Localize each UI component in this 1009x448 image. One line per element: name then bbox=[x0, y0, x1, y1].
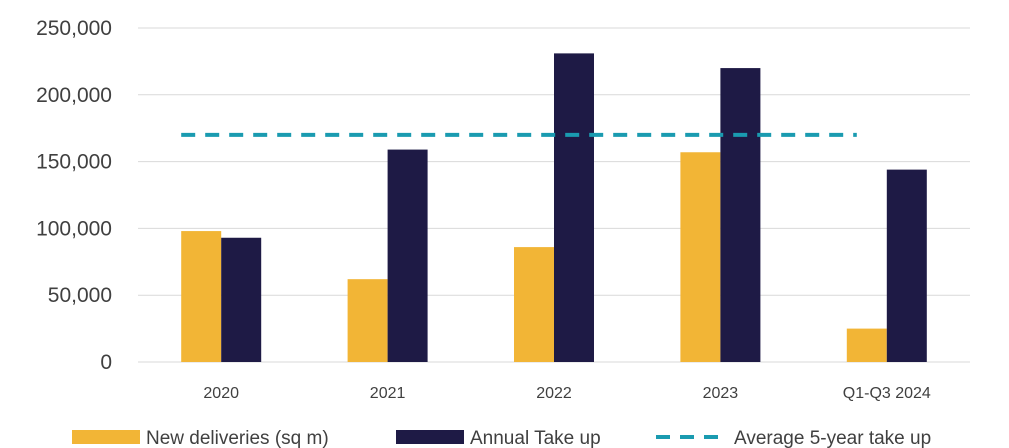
legend-label-annual-take-up: Annual Take up bbox=[470, 428, 601, 448]
y-tick-label: 50,000 bbox=[48, 284, 112, 307]
x-tick-label: 2020 bbox=[203, 385, 239, 402]
bar-new-deliveries bbox=[181, 231, 222, 362]
legend-label-average-take-up: Average 5-year take up bbox=[734, 428, 931, 448]
bar-annual-take-up bbox=[554, 53, 594, 362]
legend-label-new-deliveries: New deliveries (sq m) bbox=[146, 428, 329, 448]
bar-new-deliveries bbox=[846, 328, 887, 362]
bar-new-deliveries bbox=[347, 279, 388, 362]
x-tick-label: 2022 bbox=[536, 385, 572, 402]
bar-new-deliveries bbox=[680, 152, 721, 362]
legend-swatch-new-deliveries bbox=[72, 430, 140, 444]
bar-annual-take-up bbox=[221, 237, 262, 362]
bars bbox=[181, 53, 927, 362]
bar-annual-take-up bbox=[886, 169, 927, 362]
x-tick-label: Q1-Q3 2024 bbox=[843, 385, 931, 402]
y-tick-label: 0 bbox=[100, 351, 112, 374]
y-tick-label: 250,000 bbox=[36, 17, 112, 40]
bar-new-deliveries bbox=[514, 247, 554, 362]
legend-swatch-annual-take-up bbox=[396, 430, 464, 444]
bar-annual-take-up bbox=[720, 68, 761, 362]
x-tick-label: 2023 bbox=[703, 385, 739, 402]
y-tick-label: 200,000 bbox=[36, 84, 112, 107]
legend: New deliveries (sq m) Annual Take up Avera… bbox=[72, 428, 931, 448]
x-axis: 2020 2021 2022 2023 Q1-Q3 2024 bbox=[203, 385, 931, 402]
y-axis: 0 50,000 100,000 150,000 200,000 250,000 bbox=[36, 17, 112, 374]
bar-annual-take-up bbox=[387, 149, 428, 362]
x-tick-label: 2021 bbox=[370, 385, 406, 402]
y-tick-label: 100,000 bbox=[36, 217, 112, 240]
y-tick-label: 150,000 bbox=[36, 151, 112, 174]
